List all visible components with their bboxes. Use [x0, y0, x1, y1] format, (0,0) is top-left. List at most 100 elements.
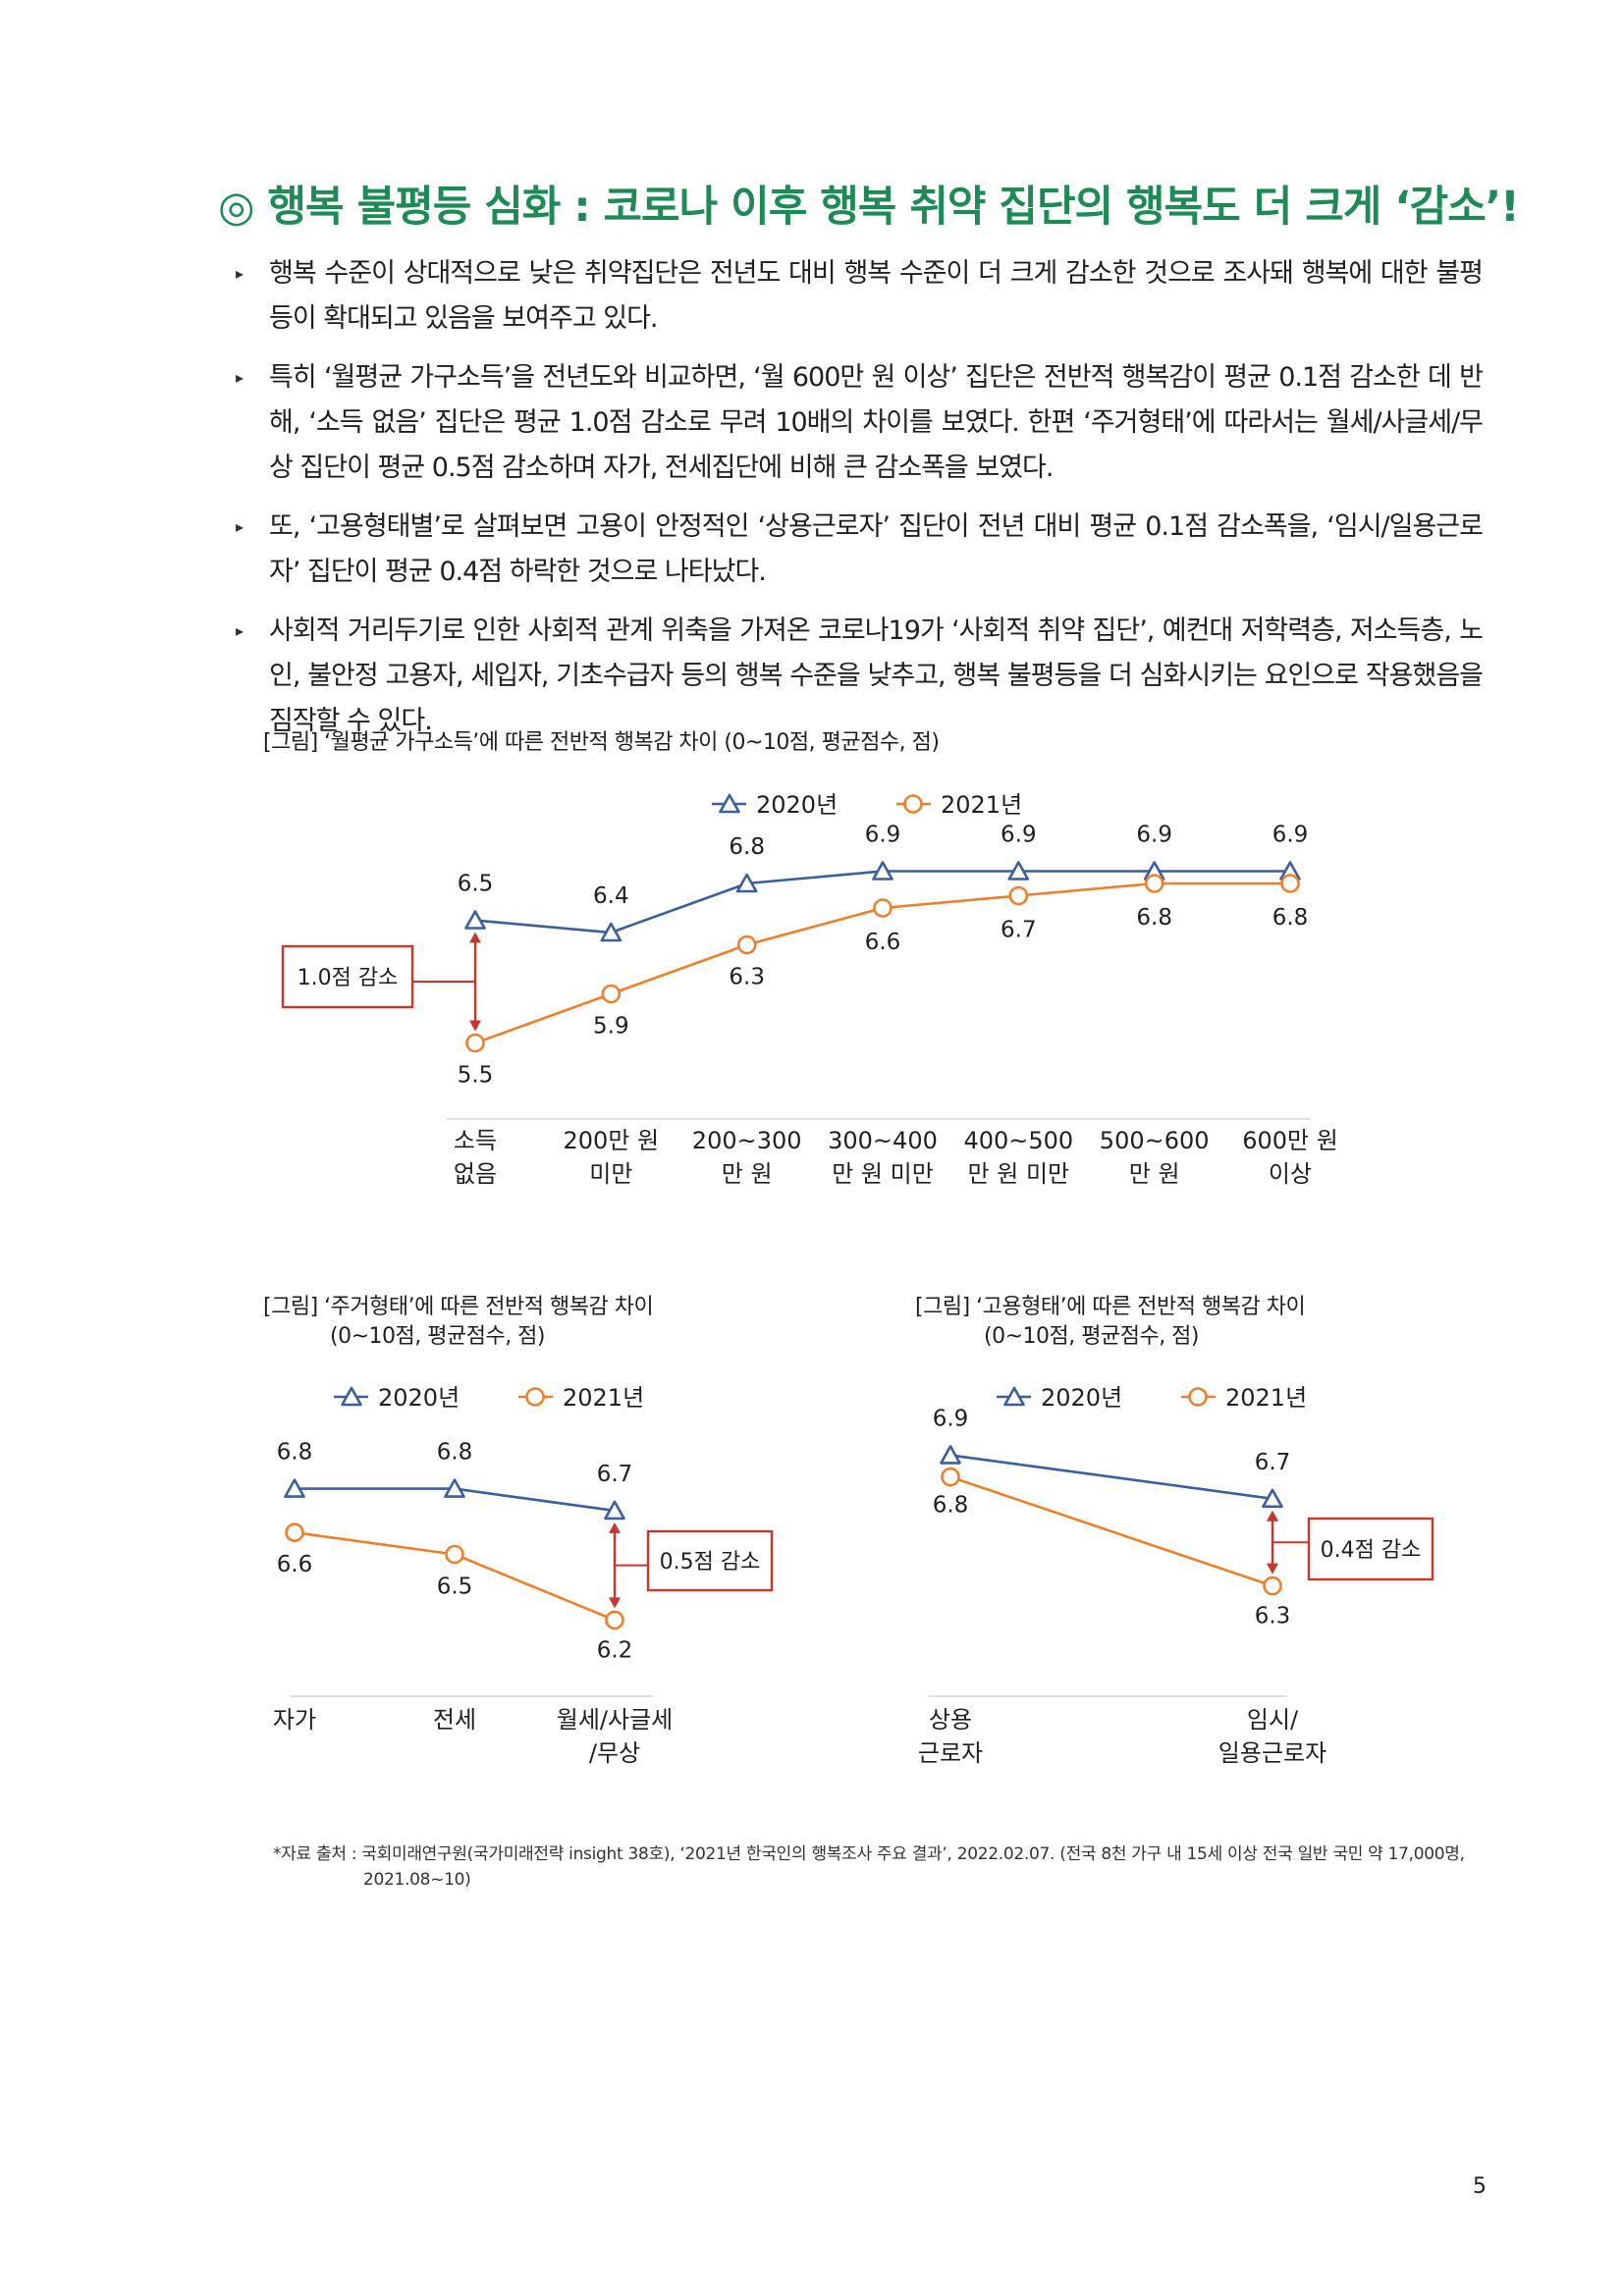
x-tick-label-line: 일용근로자: [1218, 1739, 1326, 1767]
data-label-2021: 6.5: [437, 1575, 473, 1600]
callout-text: 0.4점 감소: [1321, 1538, 1422, 1563]
page-number: 5: [1473, 2174, 1487, 2199]
x-tick-label-line: 월세/사글세: [557, 1706, 674, 1734]
chart-housing: 2020년 2021년 0.5점 감소 6.8 6.8 6.7 6.6 6.5 6.2 자가 전세 월…: [273, 1384, 774, 1767]
x-tick-label: 400~500 만 원 미만: [963, 1127, 1073, 1188]
callout-box: [281, 944, 414, 1009]
data-label-2021: 5.9: [593, 1014, 629, 1040]
circle-marker-2021: [465, 1033, 485, 1053]
x-tick-label-line: 600만 원: [1242, 1127, 1338, 1154]
bullet-item: ▸ 또, ‘고용형태별’로 살펴보면 고용이 안정적인 ‘상용근로자’ 집단이 전…: [236, 505, 1484, 595]
bullet-text: 또, ‘고용형태별’로 살펴보면 고용이 안정적인 ‘상용근로자’ 집단이 전년…: [269, 511, 1484, 587]
data-label-2020: 6.4: [593, 883, 629, 909]
triangle-marker-2020: [1007, 861, 1030, 881]
x-tick-label: 월세/사글세/무상: [557, 1706, 674, 1767]
callout-box: [1307, 1517, 1434, 1581]
chart-housing-caption-units: (0~10점, 평균점수, 점): [330, 1324, 546, 1349]
data-label-2021: 5.5: [458, 1063, 494, 1089]
circle-marker-2021: [601, 984, 622, 1004]
legend-label-2020: 2020년: [1041, 1384, 1122, 1412]
x-tick-label: 전세: [433, 1706, 476, 1734]
chart-employment-caption-units: (0~10점, 평균점수, 점): [984, 1324, 1200, 1349]
circle-marker-2021: [941, 1467, 960, 1487]
circle-marker-2021: [1188, 1387, 1208, 1407]
triangle-marker-2020: [872, 861, 893, 881]
triangle-marker-2020: [464, 910, 486, 930]
triangle-marker-2020: [600, 922, 622, 942]
x-tick-label-line: 이상: [1269, 1160, 1312, 1188]
circle-marker-2021: [525, 1387, 545, 1407]
x-tick-label-line: 소득: [454, 1127, 497, 1154]
chart-legend: 2020년 2021년: [334, 1384, 644, 1412]
x-tick-label: 200~300 만 원: [692, 1127, 802, 1188]
x-tick-label-line: 임시/: [1247, 1706, 1299, 1734]
arrow-head-down: [1267, 1563, 1278, 1575]
x-tick-label-line: 없음: [454, 1160, 497, 1188]
triangle-marker-2020: [284, 1478, 305, 1498]
x-tick-label: 200만 원 미만: [564, 1127, 660, 1188]
x-tick-label-line: /무상: [589, 1739, 640, 1767]
bullet-mark-icon: ▸: [236, 621, 243, 640]
legend-label-2021: 2021년: [563, 1384, 644, 1412]
chart-housing-caption: [그림] ‘주거형태’에 따른 전반적 행복감 차이: [263, 1295, 654, 1319]
x-tick-label: 임시/일용근로자: [1218, 1706, 1326, 1767]
arrow-head-down: [609, 1597, 621, 1609]
circle-marker-2021: [1280, 874, 1300, 893]
arrow-head-up: [609, 1522, 621, 1533]
data-label-2020: 6.9: [1136, 823, 1172, 848]
bullet-list: ▸ 행복 수준이 상대적으로 낮은 취약집단은 전년도 대비 행복 수준이 더 크…: [236, 251, 1484, 758]
x-tick-label-line: 미만: [589, 1160, 632, 1188]
callout-text: 0.5점 감소: [660, 1550, 761, 1575]
x-tick-label-line: 400~500: [963, 1127, 1073, 1154]
data-label-2020: 6.8: [277, 1440, 313, 1466]
legend-label-2020: 2020년: [756, 791, 838, 819]
data-label-2020: 6.7: [1255, 1450, 1291, 1475]
chart-income-caption: [그림] ‘월평균 가구소득’에 따른 전반적 행복감 차이 (0~10점, 평…: [263, 730, 940, 755]
data-label-2021: 6.6: [277, 1552, 313, 1577]
circle-marker-2021: [1008, 885, 1029, 906]
chart-employment-caption: [그림] ‘고용형태’에 따른 전반적 행복감 차이: [915, 1295, 1306, 1319]
chart-legend: 2020년 2021년: [712, 791, 1022, 819]
circle-marker-2021: [736, 934, 757, 955]
circle-marker-2021: [903, 794, 923, 814]
circle-marker-2021: [873, 898, 893, 918]
data-label-2021: 6.8: [933, 1493, 969, 1519]
x-tick-label-line: 만 원 미만: [968, 1160, 1070, 1188]
data-label-2021: 6.7: [1001, 918, 1037, 943]
bullet-text: 행복 수준이 상대적으로 낮은 취약집단은 전년도 대비 행복 수준이 더 크게…: [269, 258, 1484, 334]
data-label-2020: 6.9: [865, 823, 901, 848]
legend-label-2021: 2021년: [1225, 1384, 1307, 1412]
circle-marker-2021: [285, 1522, 304, 1542]
x-tick-label-line: 자가: [273, 1706, 316, 1734]
data-label-2021: 6.3: [729, 965, 765, 990]
x-tick-label-line: 만 원 미만: [832, 1160, 934, 1188]
source-footnote: *자료 출처 : 국회미래연구원(국가미래전략 insight 38호), ‘2…: [273, 1844, 1465, 1890]
x-tick-label: 500~600 만 원: [1100, 1127, 1210, 1188]
x-tick-label-line: 만 원: [1129, 1160, 1180, 1188]
callout-text: 1.0점 감소: [298, 966, 399, 990]
bullet-item: ▸ 행복 수준이 상대적으로 낮은 취약집단은 전년도 대비 행복 수준이 더 크…: [236, 251, 1484, 342]
triangle-marker-2020: [735, 873, 758, 893]
triangle-marker-2020: [940, 1445, 961, 1465]
triangle-marker-2020: [604, 1500, 625, 1521]
series-line-2020: [949, 1454, 1273, 1501]
legend-label-2020: 2020년: [378, 1384, 460, 1412]
circle-marker-2021: [1144, 874, 1164, 893]
bullet-text: 특히 ‘월평균 가구소득’을 전년도와 비교하면, ‘월 600만 원 이상’ …: [269, 362, 1484, 483]
x-tick-label-line: 300~400: [828, 1127, 938, 1154]
data-label-2021: 6.8: [1272, 905, 1309, 931]
bullet-item: ▸ 사회적 거리두기로 인한 사회적 관계 위축을 가져온 코로나19가 ‘사회적…: [236, 609, 1484, 744]
triangle-marker-2020: [341, 1386, 362, 1407]
data-label-2020: 6.5: [458, 872, 494, 897]
data-label-2021: 6.3: [1255, 1604, 1291, 1629]
data-label-2020: 6.8: [437, 1440, 473, 1466]
data-label-2021: 6.2: [597, 1637, 633, 1663]
x-tick-label: 자가: [273, 1706, 316, 1734]
section-title: ◎ 행복 불평등 심화 : 코로나 이후 행복 취약 집단의 행복도 더 크게 …: [218, 183, 1520, 232]
triangle-marker-2020: [719, 793, 740, 814]
data-label-2021: 6.6: [865, 930, 901, 955]
data-label-2020: 6.7: [597, 1462, 633, 1487]
x-tick-label-line: 200~300: [692, 1127, 802, 1154]
